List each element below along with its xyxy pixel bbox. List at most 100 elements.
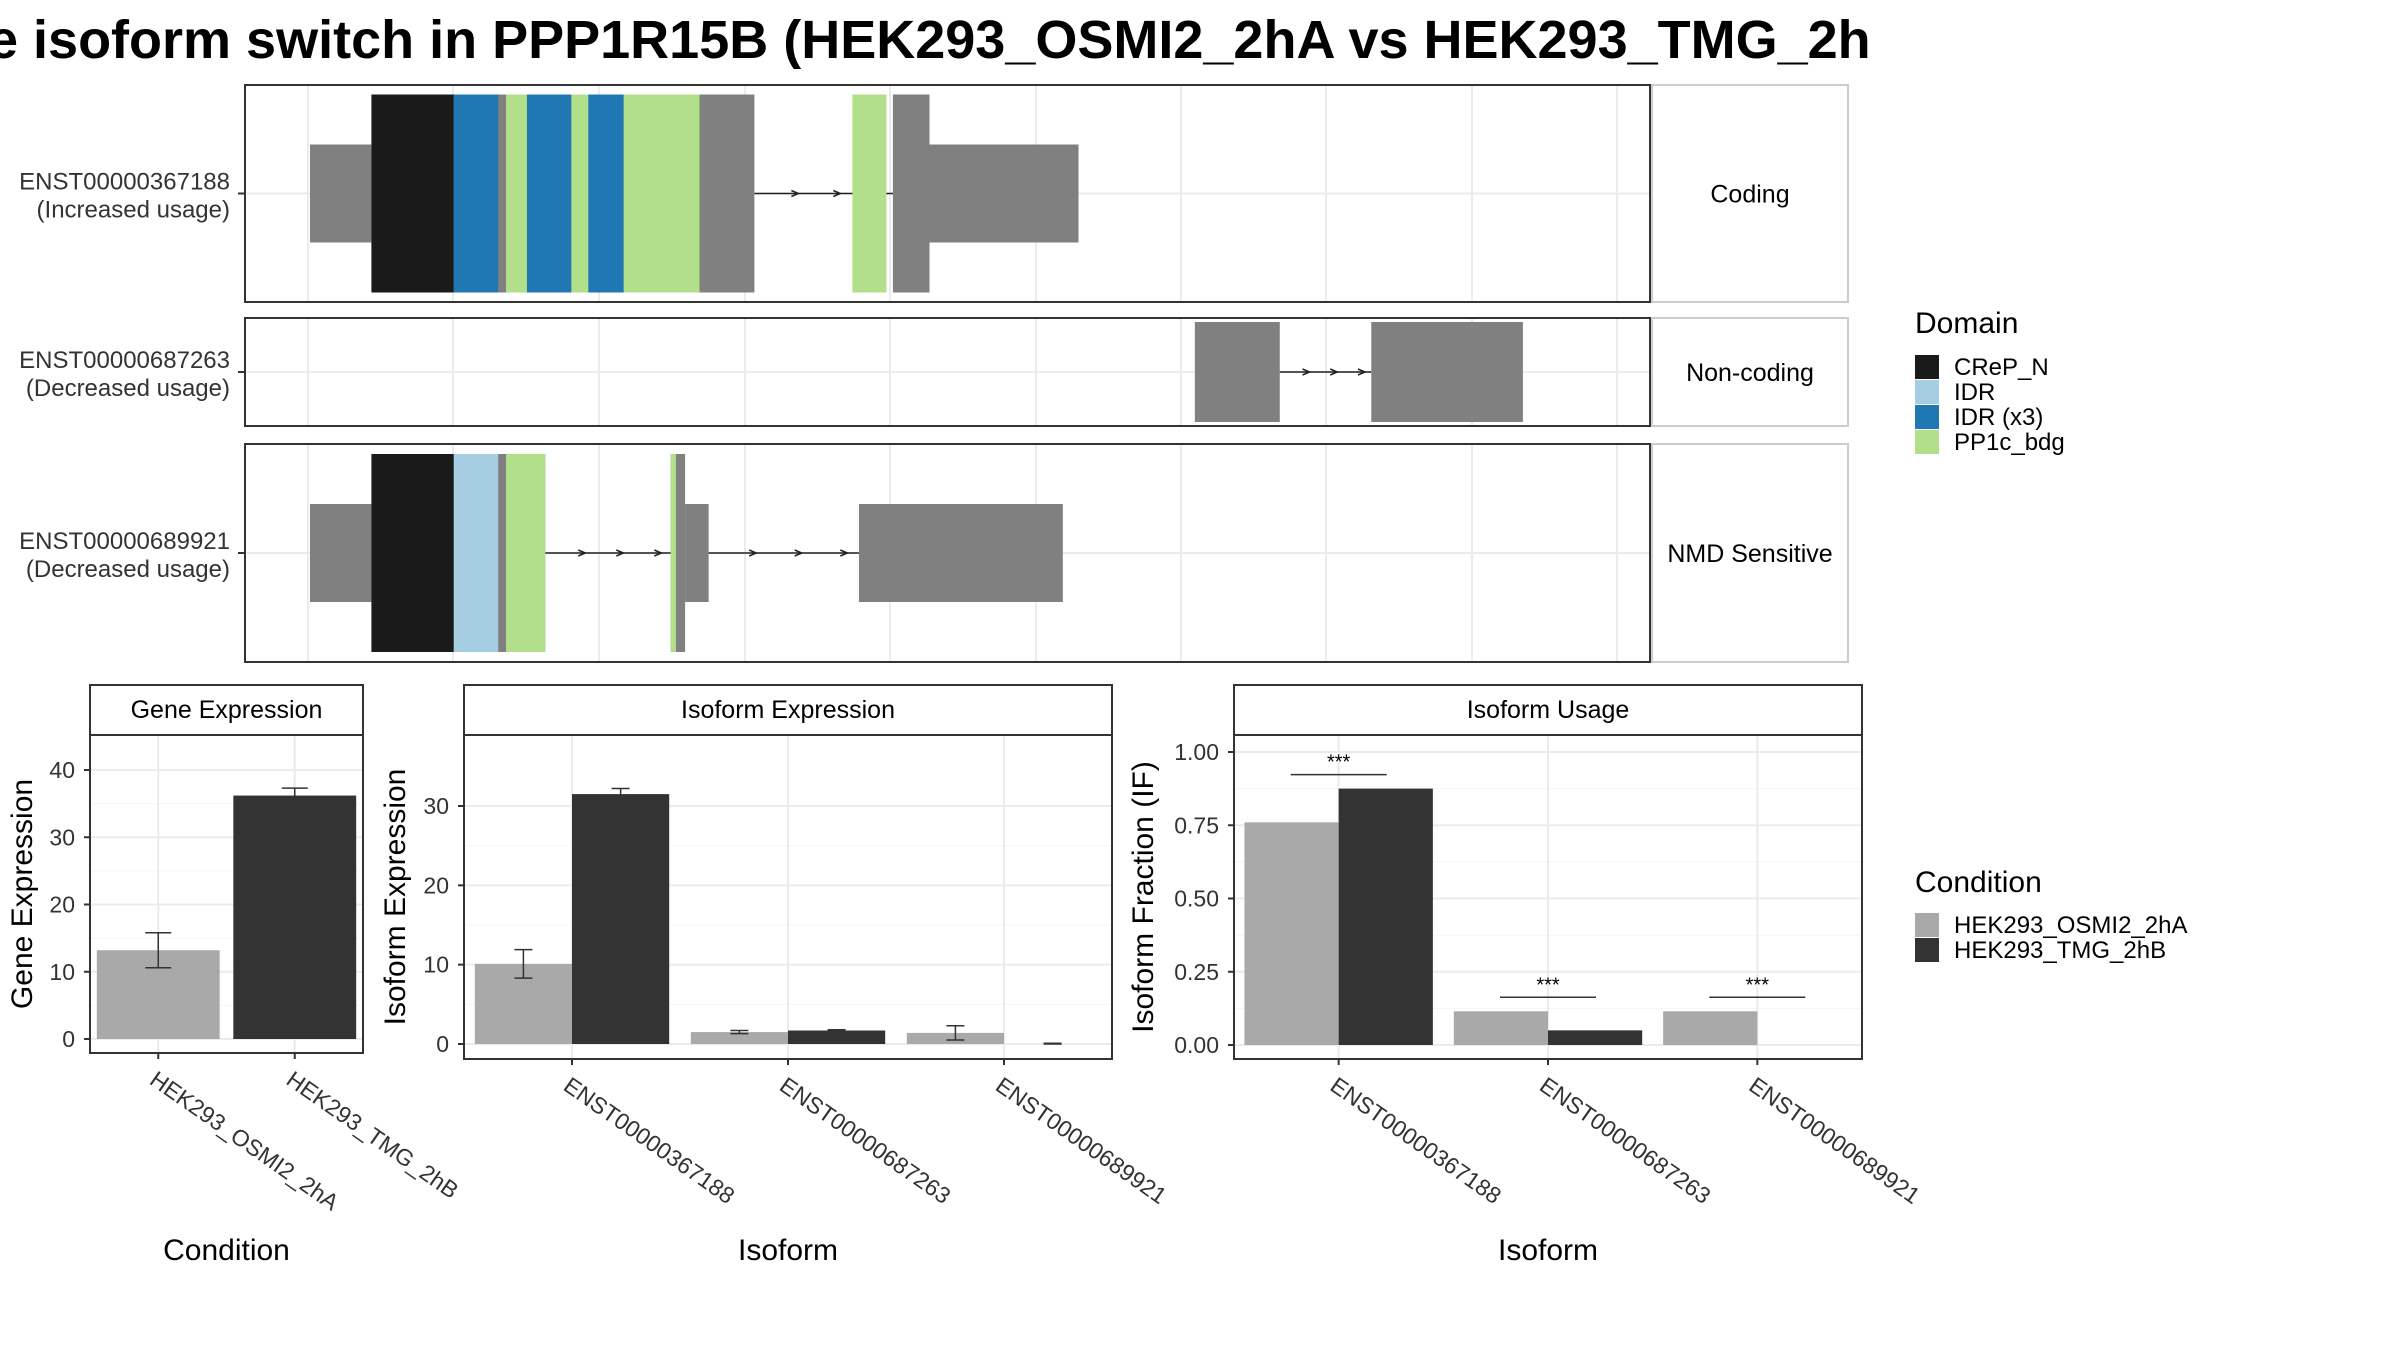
x-axis-title: Isoform bbox=[1498, 1234, 1598, 1267]
y-tick-label: 0.25 bbox=[1174, 959, 1219, 985]
panel-strip bbox=[89, 684, 364, 736]
domain-pp1c-bdg bbox=[506, 94, 527, 293]
utr-exon bbox=[310, 504, 372, 602]
domain-legend-title: Domain bbox=[1915, 307, 2018, 340]
significance-label: *** bbox=[1536, 974, 1560, 996]
y-tick-label: 0 bbox=[436, 1031, 449, 1057]
x-tick-label: ENST00000689921 bbox=[1744, 1072, 1924, 1209]
y-tick-label: 20 bbox=[49, 892, 75, 918]
isoform-id-label: ENST00000689921 bbox=[19, 528, 230, 555]
legend-key-idr bbox=[1915, 380, 1939, 404]
x-axis-title: Condition bbox=[163, 1234, 290, 1267]
domain-pp1c-bdg bbox=[506, 454, 546, 652]
y-axis-title: Isoform Fraction (IF) bbox=[1127, 761, 1160, 1033]
error-bar bbox=[145, 931, 172, 969]
bar bbox=[1663, 1011, 1758, 1045]
y-tick-label: 0.50 bbox=[1174, 886, 1219, 912]
panel-title: Isoform Expression bbox=[681, 696, 895, 724]
category-strip bbox=[1651, 317, 1849, 427]
isoform-id-label: ENST00000367188 bbox=[19, 169, 230, 196]
domain-pp1c-bdg bbox=[623, 94, 700, 293]
domain-idr bbox=[453, 454, 499, 652]
y-tick-label: 0.00 bbox=[1174, 1032, 1219, 1058]
x-tick-label: ENST00000689921 bbox=[991, 1072, 1171, 1209]
legend-key-condition bbox=[1915, 913, 1939, 937]
intron-arrow bbox=[654, 549, 664, 557]
y-tick-label: 20 bbox=[423, 872, 449, 898]
domain-pp1c-bdg bbox=[852, 94, 887, 293]
panel-title: Isoform Usage bbox=[1467, 696, 1630, 724]
isoform-track-ENST00000367188: Coding ENST00000367188(Increased usage) bbox=[19, 84, 1849, 303]
bar-panel-isoform-usage: 0.00 0.25 0.50 0.75 1.00 *** *** *** Isoform Usa… bbox=[1127, 684, 1925, 1267]
intron-arrow bbox=[748, 549, 759, 557]
error-bar bbox=[946, 1025, 965, 1041]
category-label: Coding bbox=[1710, 181, 1789, 209]
x-tick-label: ENST00000687263 bbox=[775, 1072, 955, 1209]
x-axis-title: Isoform bbox=[738, 1234, 838, 1267]
y-tick-label: 30 bbox=[49, 824, 75, 850]
legend-label: PP1c_bdg bbox=[1954, 429, 2065, 456]
legend-label: IDR (x3) bbox=[1954, 404, 2043, 431]
panel-strip bbox=[463, 684, 1113, 736]
intron-arrow bbox=[839, 549, 850, 557]
legend-key-pp1c-bdg bbox=[1915, 430, 1939, 454]
utr-exon bbox=[858, 504, 1063, 602]
domain-pp1c-bdg bbox=[670, 454, 676, 652]
utr-exon bbox=[929, 144, 1079, 243]
category-strip bbox=[1651, 84, 1849, 303]
intron-arrow bbox=[577, 549, 588, 557]
isoform-track-ENST00000687263: Non-coding ENST00000687263(Decreased usag… bbox=[19, 317, 1849, 427]
isoform-usage-label: (Decreased usage) bbox=[26, 375, 230, 402]
utr-exon bbox=[1194, 322, 1280, 422]
bar bbox=[690, 1032, 788, 1044]
isoform-track-ENST00000689921: NMD Sensitive ENST00000689921(Decreased u… bbox=[19, 443, 1849, 663]
utr-exon bbox=[310, 144, 372, 243]
y-tick-label: 0.75 bbox=[1174, 812, 1219, 838]
x-tick-label: ENST00000367188 bbox=[559, 1072, 739, 1209]
error-bar bbox=[1043, 1042, 1062, 1045]
legend-key-condition bbox=[1915, 938, 1939, 962]
bar bbox=[572, 794, 670, 1044]
bar-panel-isoform-expression: 0 10 20 30 Isoform Expression ENST00000367188… bbox=[379, 684, 1172, 1267]
y-tick-label: 0 bbox=[62, 1026, 75, 1052]
domain-pp1c-bdg bbox=[571, 94, 589, 293]
y-tick-label: 10 bbox=[49, 959, 75, 985]
significance-label: *** bbox=[1327, 752, 1351, 774]
domain-crep-n bbox=[371, 454, 454, 652]
condition-legend-title: Condition bbox=[1915, 866, 2042, 899]
bar bbox=[788, 1030, 886, 1044]
utr-exon bbox=[685, 504, 709, 602]
transcript-structure-panel: Coding ENST00000367188(Increased usage) No… bbox=[19, 84, 1849, 663]
legend-label: HEK293_TMG_2hB bbox=[1954, 937, 2166, 964]
isoform-id-label: ENST00000687263 bbox=[19, 347, 230, 374]
panel-title: Gene Expression bbox=[131, 696, 323, 724]
legend-key-idr-x3- bbox=[1915, 405, 1939, 429]
intron-arrow bbox=[616, 549, 626, 557]
legend-label: IDR bbox=[1954, 379, 1995, 406]
error-bar bbox=[827, 1028, 846, 1033]
domain-idr-x3- bbox=[453, 94, 499, 293]
legend-label: HEK293_OSMI2_2hA bbox=[1954, 912, 2187, 939]
intron-arrow bbox=[1329, 368, 1340, 376]
isoform-usage-label: (Decreased usage) bbox=[26, 556, 230, 583]
y-axis-title: Isoform Expression bbox=[379, 769, 412, 1026]
error-bar bbox=[281, 787, 308, 804]
error-bar bbox=[611, 787, 630, 801]
y-tick-label: 1.00 bbox=[1174, 739, 1219, 765]
bar bbox=[1338, 788, 1433, 1045]
intron-arrow bbox=[833, 189, 843, 198]
legend-key-crep-n bbox=[1915, 355, 1939, 379]
domain-crep-n bbox=[371, 94, 454, 293]
coding-exon bbox=[892, 94, 930, 293]
panel-strip bbox=[1233, 684, 1863, 736]
utr-exon bbox=[1371, 322, 1523, 422]
y-tick-label: 40 bbox=[49, 757, 75, 783]
category-strip bbox=[1651, 443, 1849, 663]
bar bbox=[1244, 822, 1339, 1045]
error-bar bbox=[730, 1029, 749, 1035]
intron-arrow bbox=[1357, 368, 1367, 376]
legend-label: CReP_N bbox=[1954, 354, 2049, 381]
